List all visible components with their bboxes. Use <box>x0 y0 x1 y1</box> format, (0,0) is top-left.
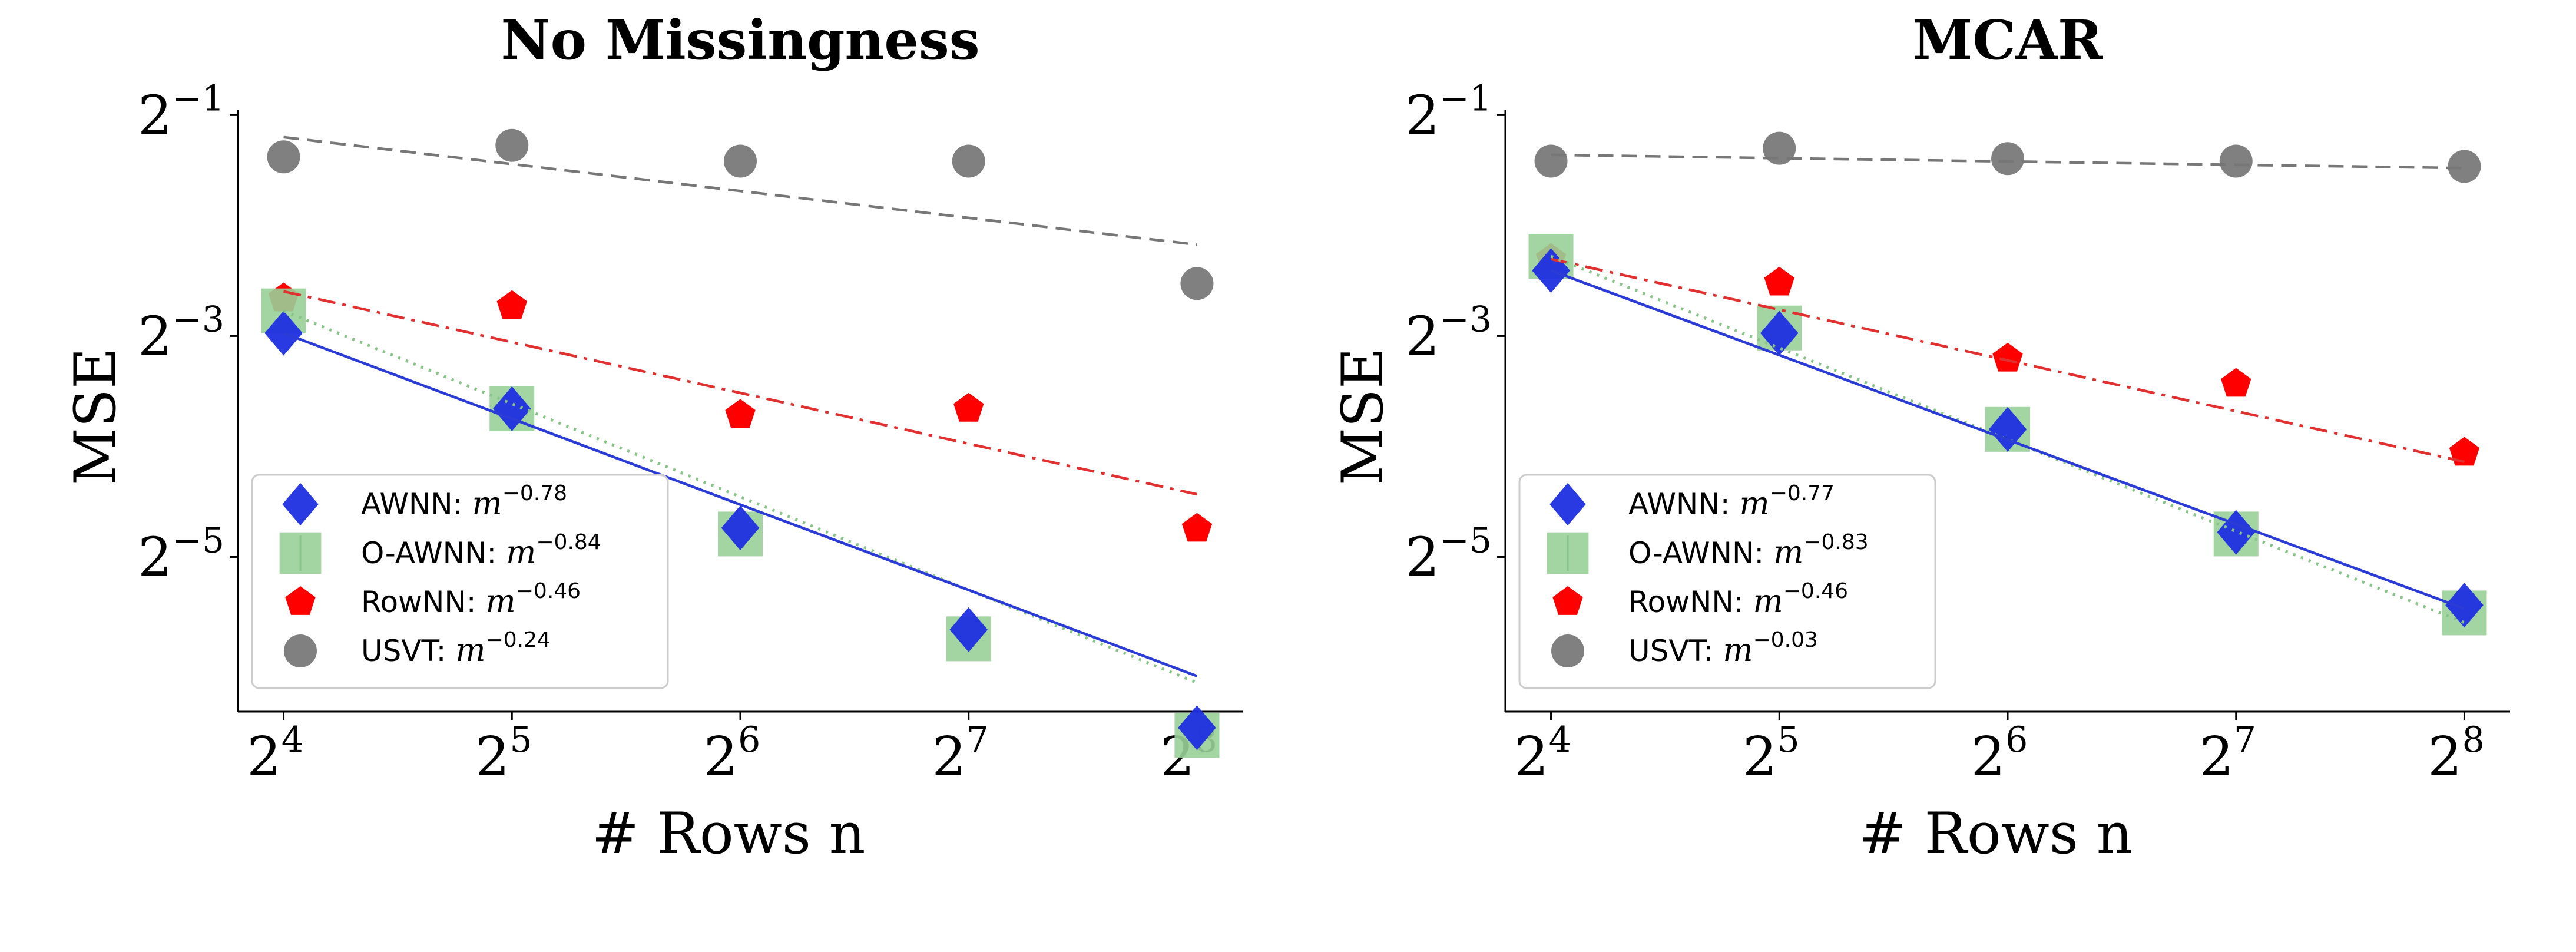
legend-item-o-awnn: O-AWNN: m−0.83 <box>1547 530 1869 574</box>
data-point-rownn <box>496 290 527 319</box>
data-point-rownn <box>2449 437 2480 466</box>
x-axis-label: # Rows n <box>592 801 866 867</box>
data-point-awnn <box>2445 583 2484 628</box>
data-point-usvt <box>1180 267 1214 300</box>
series-usvt-markers <box>1534 131 2481 183</box>
data-point-awnn <box>1988 406 2027 452</box>
legend-box <box>251 474 669 689</box>
data-point-awnn <box>1178 705 1216 751</box>
data-point-usvt <box>1991 142 2024 176</box>
x-tick-label: 26 <box>704 719 761 788</box>
data-point-rownn <box>725 399 756 428</box>
data-point-usvt <box>267 140 300 174</box>
data-point-usvt <box>952 144 985 178</box>
legend-marker-awnn <box>282 482 319 526</box>
y-axis-label: MSE <box>1330 348 1396 485</box>
legend-item-awnn: AWNN: m−0.77 <box>1549 481 1835 526</box>
legend-item-usvt: USVT: m−0.24 <box>284 628 551 669</box>
legend-label: USVT: m−0.24 <box>361 628 551 669</box>
data-point-awnn <box>721 505 760 551</box>
legend-box <box>1518 474 1936 689</box>
data-point-rownn <box>1764 266 1794 296</box>
data-point-awnn <box>2217 510 2256 555</box>
legend-label: O-AWNN: m−0.83 <box>1628 530 1869 571</box>
legend-label: RowNN: m−0.46 <box>361 579 581 620</box>
legend-marker-usvt <box>1551 634 1584 667</box>
x-tick-label: 27 <box>932 719 989 788</box>
legend-marker-rownn <box>1552 586 1583 615</box>
legend: AWNN: m−0.78 O-AWNN: m−0.84 RowNN: m−0.46 U… <box>251 474 669 689</box>
x-tick-label: 25 <box>1743 719 1800 788</box>
legend-label: AWNN: m−0.77 <box>1628 481 1835 522</box>
y-tick-label: 2−3 <box>1405 299 1492 368</box>
legend-marker-usvt <box>284 634 317 667</box>
x-tick-label: 27 <box>2199 719 2256 788</box>
fit-line-usvt <box>283 135 1197 246</box>
legend-marker-awnn <box>1549 482 1586 526</box>
y-tick-label: 2−1 <box>138 78 224 147</box>
x-tick-label: 25 <box>475 719 532 788</box>
fit-line-awnn <box>1550 269 2465 610</box>
data-point-awnn <box>492 386 531 431</box>
y-tick-label: 2−3 <box>138 299 224 368</box>
legend-label: O-AWNN: m−0.84 <box>361 530 601 571</box>
data-point-usvt <box>1763 131 1796 165</box>
fit-line-rownn <box>283 290 1197 496</box>
data-point-rownn <box>1181 513 1213 542</box>
data-point-usvt <box>495 128 529 162</box>
legend: AWNN: m−0.77 O-AWNN: m−0.83 RowNN: m−0.46 U… <box>1518 474 1936 689</box>
data-point-rownn <box>953 392 984 422</box>
legend-item-awnn: AWNN: m−0.78 <box>282 481 567 526</box>
data-point-usvt <box>724 144 757 178</box>
fit-line-usvt <box>1551 153 2465 170</box>
data-point-rownn <box>1992 342 2023 372</box>
data-point-usvt <box>2219 144 2253 178</box>
legend-item-rownn: RowNN: m−0.46 <box>1552 579 1848 620</box>
x-tick-label: 24 <box>247 719 304 788</box>
legend-label: RowNN: m−0.46 <box>1628 579 1848 620</box>
legend-item-rownn: RowNN: m−0.46 <box>285 579 581 620</box>
data-point-rownn <box>2221 368 2251 397</box>
data-point-awnn <box>1760 310 1799 356</box>
data-point-usvt <box>1534 144 1568 178</box>
fit-line-rownn <box>1551 257 2465 464</box>
legend-item-o-awnn: O-AWNN: m−0.84 <box>279 530 601 574</box>
data-point-usvt <box>2448 150 2481 183</box>
legend-label: AWNN: m−0.78 <box>361 481 567 522</box>
chart-panel-1: No Missingness24252627282−12−32−5# Rows … <box>62 8 1243 867</box>
series-usvt-markers <box>267 128 1214 300</box>
y-axis-label: MSE <box>62 348 128 485</box>
x-tick-label: 24 <box>1514 719 1571 788</box>
legend-item-usvt: USVT: m−0.03 <box>1551 628 1818 669</box>
data-point-awnn <box>949 607 988 652</box>
x-axis-label: # Rows n <box>1859 801 2133 867</box>
y-tick-label: 2−5 <box>1405 520 1492 589</box>
y-tick-label: 2−1 <box>1405 78 1492 147</box>
x-tick-label: 26 <box>1971 719 2028 788</box>
legend-marker-rownn <box>285 586 316 615</box>
y-tick-label: 2−5 <box>138 520 224 589</box>
legend-label: USVT: m−0.03 <box>1628 628 1818 669</box>
chart-title: MCAR <box>1913 8 2103 72</box>
x-tick-label: 28 <box>2428 719 2485 788</box>
chart-panel-2: MCAR 24 25 26 27 28 2−1 2−3 2−5 # Rows n MSE AWNN: … <box>1330 8 2510 867</box>
chart-title: No Missingness <box>501 8 979 72</box>
fit-line-awnn <box>283 332 1198 677</box>
